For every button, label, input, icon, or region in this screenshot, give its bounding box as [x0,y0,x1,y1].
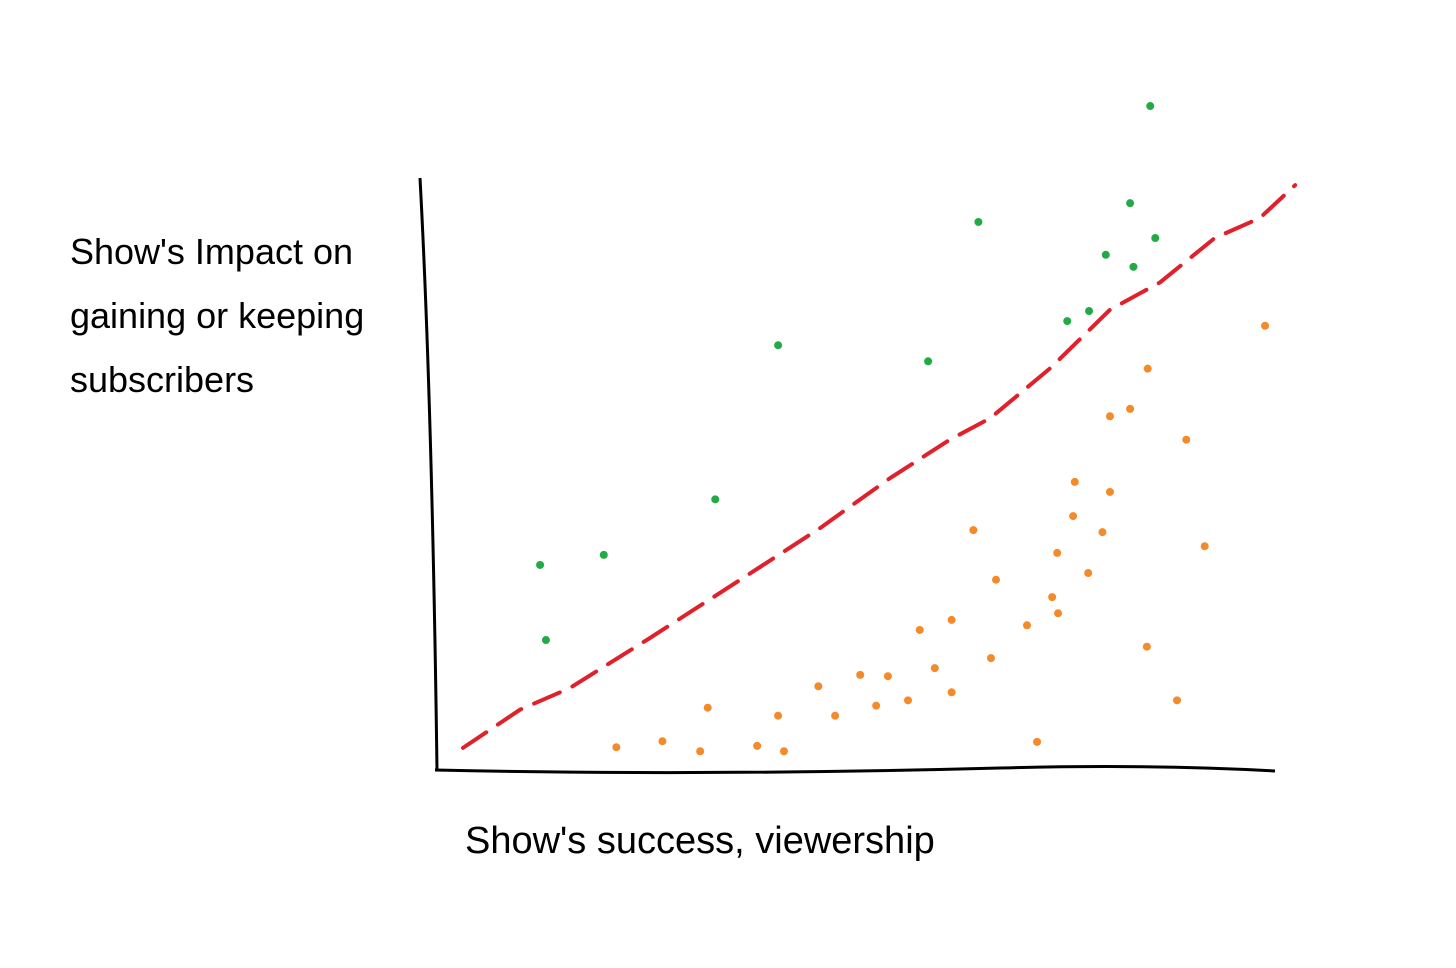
point [1054,609,1063,618]
point [599,550,608,559]
point [774,711,783,720]
point [1143,364,1152,373]
point [974,217,983,226]
point [1023,621,1032,630]
point [1069,512,1078,521]
point [986,654,995,663]
point [915,625,924,634]
point [1173,696,1182,705]
point [1151,234,1160,243]
point [947,615,956,624]
point [696,747,705,756]
point [541,636,550,645]
point [1126,199,1135,208]
point [1033,737,1042,746]
point [1182,435,1191,444]
x-axis-label: Show's success, viewership [465,820,935,862]
point [1105,487,1114,496]
point [1101,250,1110,259]
point [1070,477,1079,486]
trend-line [460,183,1298,750]
point [930,664,939,673]
point [1129,262,1138,271]
point [1063,317,1072,326]
point [753,741,762,750]
point [883,672,892,681]
point [703,703,712,712]
point [711,495,720,504]
point [1084,569,1093,578]
point [947,688,956,697]
point [1200,542,1209,551]
point [1048,593,1057,602]
point [831,711,840,720]
point [1142,642,1151,651]
y-axis [418,177,439,771]
point [1261,321,1270,330]
point [1126,404,1135,413]
point [1085,307,1094,316]
point [1053,548,1062,557]
point [814,682,823,691]
point [536,560,545,569]
x-axis [434,765,1276,775]
y-axis-label: Show's Impact on gaining or keeping subs… [70,231,365,400]
point [1105,412,1114,421]
point [658,737,667,746]
point [872,701,881,710]
point [924,357,933,366]
point [992,575,1001,584]
point [1098,528,1107,537]
point [1146,102,1155,111]
point [612,743,621,752]
point [904,696,913,705]
point [779,747,788,756]
point [856,670,865,679]
point [774,341,783,350]
point [969,526,978,535]
